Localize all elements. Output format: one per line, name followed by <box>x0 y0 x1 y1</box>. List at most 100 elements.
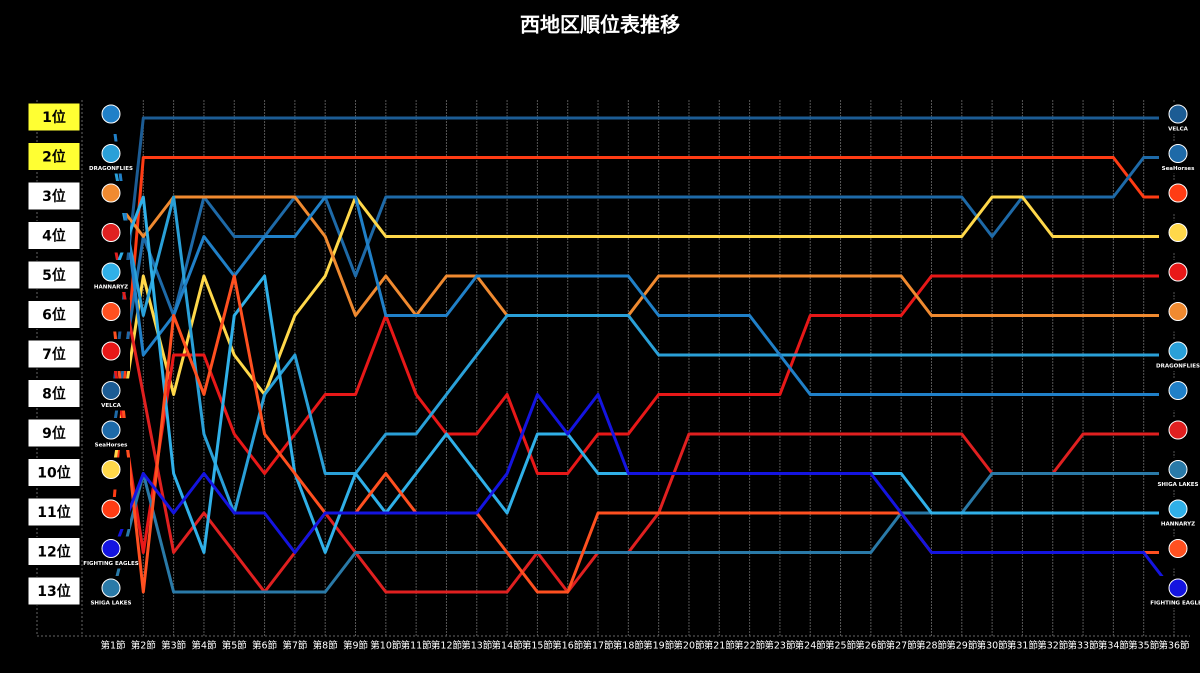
x-tick-label: 第15節 <box>522 640 554 652</box>
x-tick-label: 第33節 <box>1068 640 1100 652</box>
x-tick-label: 第20節 <box>673 640 705 652</box>
y-tick-label: 9位 <box>42 425 66 442</box>
rank-line <box>111 116 1174 395</box>
y-tick-label: 3位 <box>42 188 66 205</box>
x-tick-label: 第18節 <box>613 640 645 652</box>
legend-label: SeaHorses <box>1162 166 1196 172</box>
rank-line <box>111 393 1176 593</box>
x-tick-label: 第9節 <box>343 640 369 652</box>
team-logo-badge <box>1168 104 1188 124</box>
team-logo-badge <box>1168 262 1188 282</box>
team-logo-badge <box>101 223 121 242</box>
y-tick-label: 2位 <box>42 149 66 166</box>
team-logo-badge <box>1168 223 1188 242</box>
x-tick-label: 第34節 <box>1098 640 1130 652</box>
x-tick-label: 第32節 <box>1037 640 1069 652</box>
x-tick-label: 第19節 <box>643 640 675 652</box>
team-logo-badge <box>1168 539 1188 558</box>
y-tick-box <box>27 339 81 369</box>
y-tick-box <box>27 181 81 211</box>
rank-line <box>111 156 1174 514</box>
team-logo-badge <box>1168 144 1188 163</box>
y-tick-label: 6位 <box>42 307 66 324</box>
x-tick-label: 第14節 <box>492 640 524 652</box>
team-logo-badge <box>101 302 121 321</box>
y-tick-label: 12位 <box>37 544 70 561</box>
team-logo-badge <box>1168 578 1188 598</box>
x-tick-label: 第3節 <box>161 640 187 652</box>
x-tick-label: 第8節 <box>313 640 339 652</box>
x-tick-label: 第6節 <box>252 640 278 652</box>
y-tick-box <box>27 497 81 527</box>
legend-label: VELCA <box>1168 127 1189 133</box>
y-tick-box <box>27 418 81 448</box>
x-tick-label: 第12節 <box>431 640 463 652</box>
team-logo-badge <box>1168 381 1188 400</box>
x-tick-label: 第7節 <box>282 640 308 652</box>
legend-label: VELCA <box>101 403 122 409</box>
x-tick-label: 第23節 <box>764 640 796 652</box>
x-tick-label: 第4節 <box>191 640 217 652</box>
team-logo-badge <box>1168 341 1188 361</box>
legend-label: DRAGONFLIES <box>89 166 133 172</box>
logos: VELCA VELCA SeaHorses SeaHorses DRAGONFLIES D… <box>83 102 1200 608</box>
x-tick-label: 第25節 <box>825 640 857 652</box>
y-tick-box <box>27 379 81 408</box>
legend-label: FIGHTING EAGLES <box>1150 601 1200 607</box>
y-tick-box <box>27 260 81 290</box>
rank-line <box>111 195 1174 474</box>
x-tick-label: 第16節 <box>552 640 584 652</box>
y-tick-label: 10位 <box>37 465 70 482</box>
x-tick-label: 第21節 <box>704 640 736 652</box>
x-tick-label: 第30節 <box>977 640 1009 652</box>
legend-label: FIGHTING EAGLES <box>83 561 139 567</box>
y-tick-label: 11位 <box>37 504 70 521</box>
legend-label: DRAGONFLIES <box>1156 364 1200 370</box>
x-tick-label: 第10節 <box>370 640 402 652</box>
x-tick-label: 第1節 <box>100 640 126 652</box>
y-tick-label: 5位 <box>42 267 66 284</box>
team-logo-badge <box>101 262 121 282</box>
team-logo-badge <box>101 578 121 598</box>
team-logo-badge <box>1168 302 1188 321</box>
x-tick-label: 第22節 <box>734 640 766 652</box>
y-tick-box <box>27 300 81 329</box>
chart-title: 西地区順位表推移 <box>520 13 680 37</box>
x-tick-label: 第35節 <box>1128 640 1160 652</box>
x-tick-label: 第31節 <box>1007 640 1039 652</box>
team-logo-badge <box>101 183 121 203</box>
rank-line <box>111 157 1174 515</box>
y-tick-label: 4位 <box>42 228 66 245</box>
rank-line <box>111 156 1174 435</box>
y-tick-box <box>27 458 81 487</box>
x-tick-label: 第36節 <box>1158 640 1190 652</box>
x-tick-label: 第24節 <box>795 640 827 652</box>
team-logo-badge <box>1168 183 1188 203</box>
x-tick-label: 第29節 <box>946 640 978 652</box>
y-tick-box <box>27 221 81 250</box>
rank-line <box>111 472 1174 594</box>
x-tick-label: 第28節 <box>916 640 948 652</box>
team-logo-badge <box>101 381 121 400</box>
team-logo-badge <box>101 499 121 519</box>
x-tick-label: 第2節 <box>131 640 157 652</box>
y-tick-label: 7位 <box>42 346 66 363</box>
axis: 第1節 第2節 第3節 第4節 第5節 第6節 第7節 第8節 第9節 第10節 第11節 第12節第… <box>27 102 1190 652</box>
y-tick-box <box>27 102 81 132</box>
x-tick-label: 第26節 <box>855 640 887 652</box>
team-logo-badge <box>1168 420 1188 440</box>
team-logo-badge <box>1168 460 1188 479</box>
legend-label: SeaHorses <box>95 443 129 449</box>
team-logo-badge <box>101 460 121 479</box>
x-tick-label: 第17節 <box>582 640 614 652</box>
y-tick-box <box>27 537 81 566</box>
legend-label: SHIGA LAKES <box>90 601 131 607</box>
x-tick-label: 第5節 <box>222 640 248 652</box>
x-tick-label: 第13節 <box>461 640 493 652</box>
y-tick-label: 13位 <box>37 583 70 600</box>
legend-label: HANNARYZ <box>1161 522 1195 528</box>
team-logo-badge <box>101 420 121 440</box>
